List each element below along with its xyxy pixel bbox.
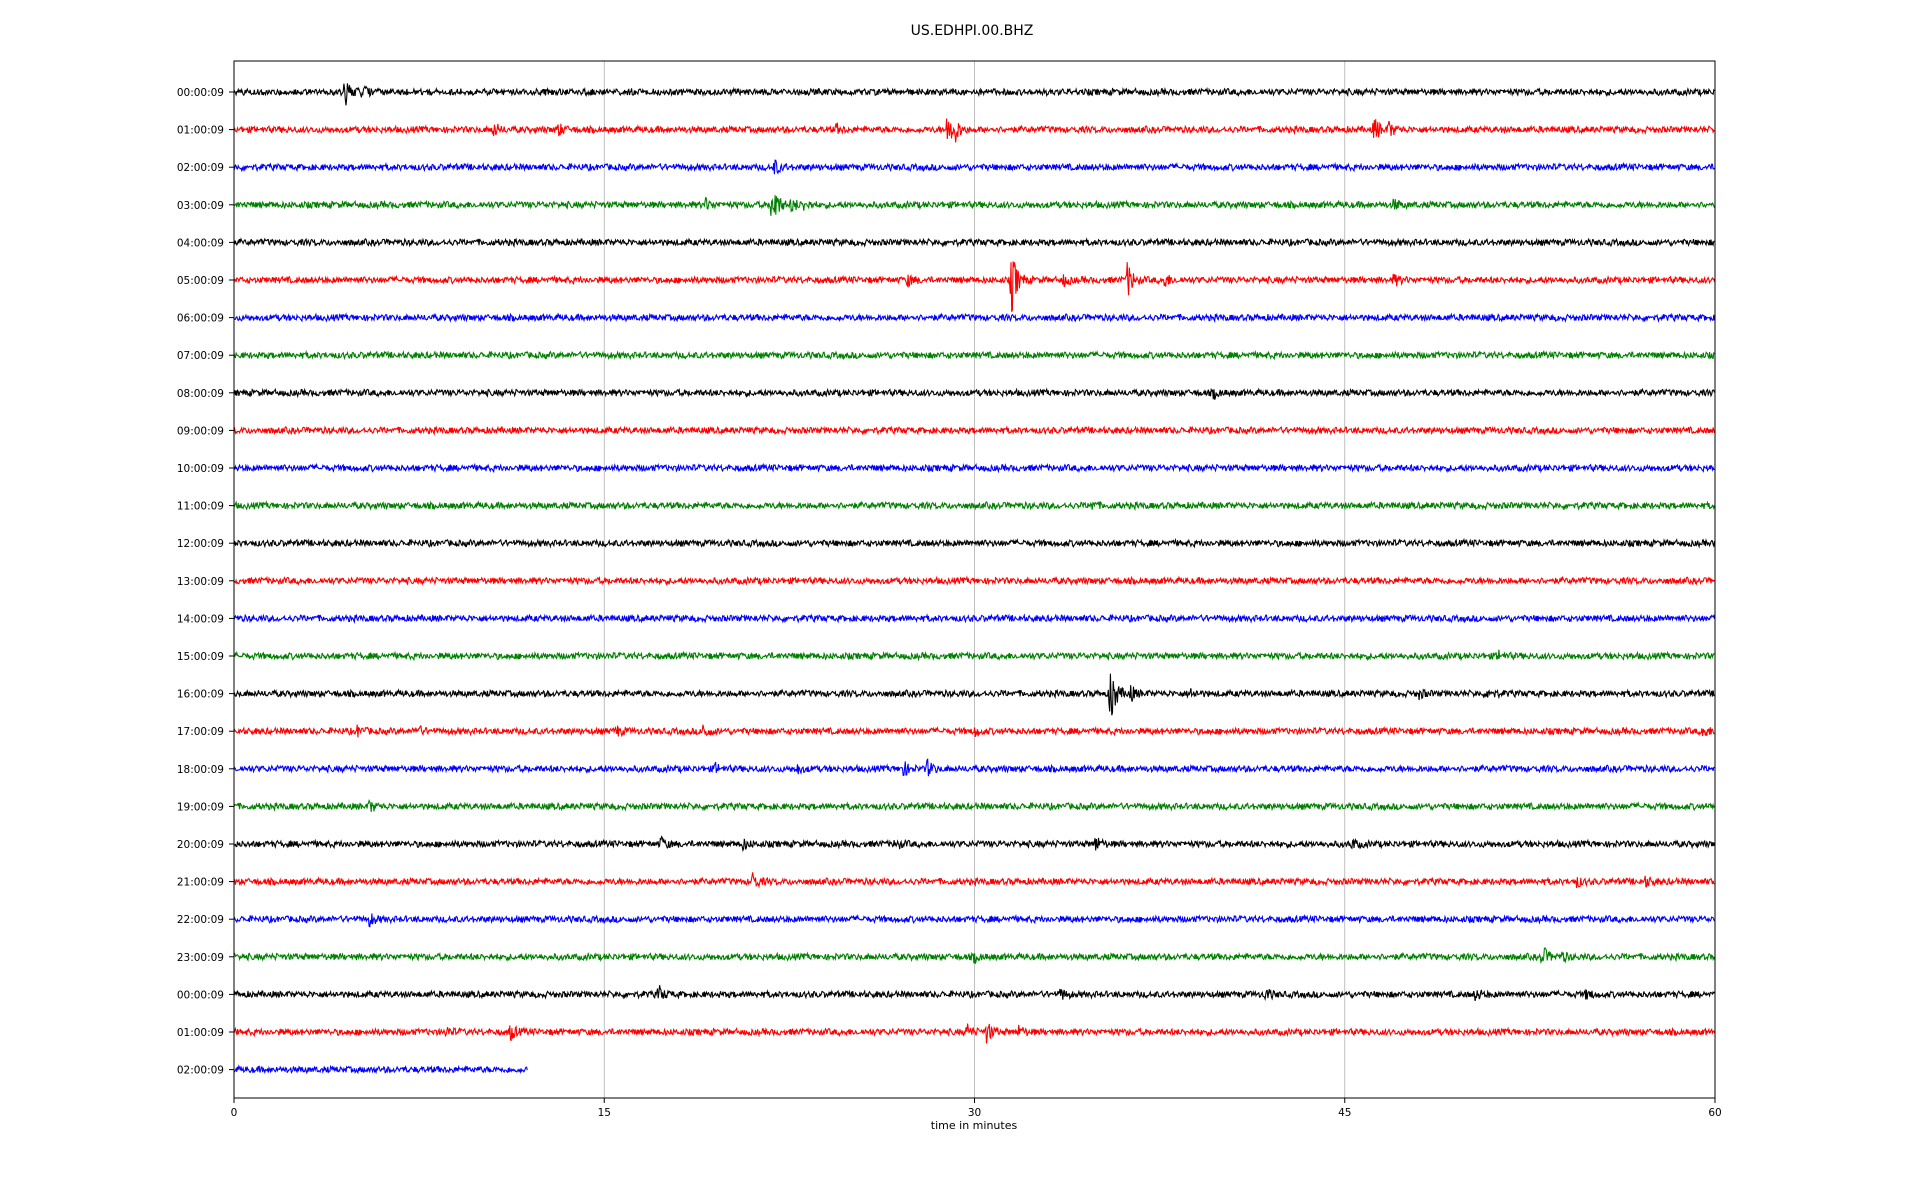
- row-time-label: 12:00:09: [177, 538, 224, 550]
- x-axis-label: time in minutes: [931, 1119, 1018, 1132]
- trace-line: [233, 872, 1715, 889]
- row-time-label: 20:00:09: [177, 839, 224, 851]
- trace-line: [233, 1064, 528, 1075]
- trace-line: [233, 537, 1716, 549]
- trace-line: [233, 349, 1715, 361]
- row-time-label: 18:00:09: [177, 764, 224, 776]
- trace-line: [233, 195, 1716, 216]
- row-time-label: 10:00:09: [177, 463, 224, 475]
- trace-line: [233, 261, 1716, 312]
- trace-line: [233, 237, 1715, 248]
- trace-line: [233, 387, 1716, 400]
- trace-line: [233, 649, 1715, 662]
- trace-line: [233, 835, 1716, 852]
- x-tick-label: 0: [231, 1107, 238, 1119]
- row-time-label: 08:00:09: [177, 388, 224, 400]
- trace-line: [233, 1023, 1716, 1044]
- trace-line: [233, 613, 1716, 624]
- row-time-label: 06:00:09: [177, 313, 224, 325]
- x-tick-label: 15: [598, 1107, 611, 1119]
- chart-title: US.EDHPI.00.BHZ: [911, 23, 1034, 39]
- row-time-label: 23:00:09: [177, 952, 224, 964]
- row-time-label: 19:00:09: [177, 801, 224, 813]
- x-axis-ticks: 0 15 30 45 60: [231, 1098, 1722, 1119]
- trace-line: [233, 500, 1716, 512]
- trace-line: [233, 985, 1715, 1002]
- trace-line: [233, 758, 1715, 777]
- row-time-labels: 00:00:09 01:00:09 02:00:09 03:00:09 04:00:09…: [177, 87, 234, 1077]
- trace-rows: [233, 83, 1716, 1075]
- trace-line: [233, 462, 1715, 474]
- row-time-label: 05:00:09: [177, 275, 224, 287]
- row-time-label: 16:00:09: [177, 689, 224, 701]
- trace-line: [233, 83, 1715, 106]
- row-time-label: 11:00:09: [177, 501, 224, 513]
- row-time-label: 14:00:09: [177, 613, 224, 625]
- x-tick-label: 45: [1338, 1107, 1351, 1119]
- trace-line: [233, 425, 1716, 436]
- row-time-label: 04:00:09: [177, 237, 224, 249]
- trace-line: [233, 673, 1715, 716]
- row-time-label: 09:00:09: [177, 425, 224, 437]
- trace-line: [233, 575, 1715, 587]
- trace-line: [233, 118, 1715, 143]
- x-tick-label: 60: [1708, 1107, 1721, 1119]
- trace-line: [233, 159, 1715, 175]
- row-time-label: 01:00:09: [177, 1027, 224, 1039]
- row-time-label: 17:00:09: [177, 726, 224, 738]
- row-time-label: 02:00:09: [177, 1065, 224, 1077]
- row-time-label: 21:00:09: [177, 877, 224, 889]
- row-time-label: 02:00:09: [177, 162, 224, 174]
- row-time-label: 01:00:09: [177, 125, 224, 137]
- row-time-label: 13:00:09: [177, 576, 224, 588]
- trace-line: [233, 312, 1716, 324]
- trace-line: [233, 947, 1716, 965]
- x-tick-label: 30: [968, 1107, 981, 1119]
- row-time-label: 22:00:09: [177, 914, 224, 926]
- row-time-label: 00:00:09: [177, 87, 224, 99]
- trace-line: [233, 913, 1716, 928]
- row-time-label: 07:00:09: [177, 350, 224, 362]
- row-time-label: 03:00:09: [177, 200, 224, 212]
- row-time-label: 00:00:09: [177, 989, 224, 1001]
- trace-line: [233, 724, 1715, 738]
- trace-line: [233, 798, 1715, 812]
- row-time-label: 15:00:09: [177, 651, 224, 663]
